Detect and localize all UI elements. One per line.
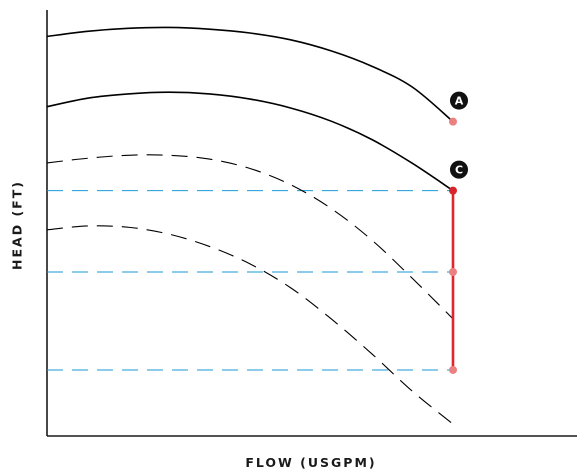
annotation-badge-c [450, 160, 468, 179]
annotation-label-a: A [455, 95, 464, 108]
solid-curve-1 [46, 91, 454, 192]
data-point-3 [449, 365, 457, 374]
annotation-label-c: C [455, 164, 463, 177]
dashed-curve-2 [46, 154, 454, 320]
data-point-1 [449, 186, 457, 195]
solid-curve-0 [46, 26, 454, 123]
data-point-2 [449, 267, 457, 276]
annotation-badge-a [450, 91, 468, 110]
x-axis-title: FLOW (USGPM) [245, 455, 377, 470]
dashed-curve-3 [46, 225, 454, 425]
data-point-0 [449, 117, 457, 126]
y-axis-title: HEAD (FT) [9, 180, 25, 270]
